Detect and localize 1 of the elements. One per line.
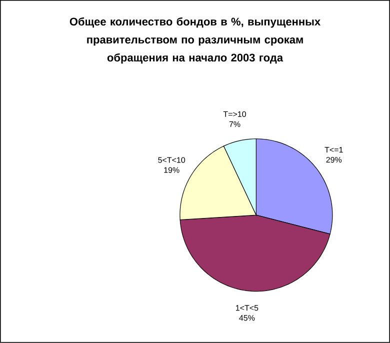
chart-title: Общее количество бондов в %, выпущенных правительством по различным срокам обращения на начало 2003 года bbox=[70, 17, 320, 64]
